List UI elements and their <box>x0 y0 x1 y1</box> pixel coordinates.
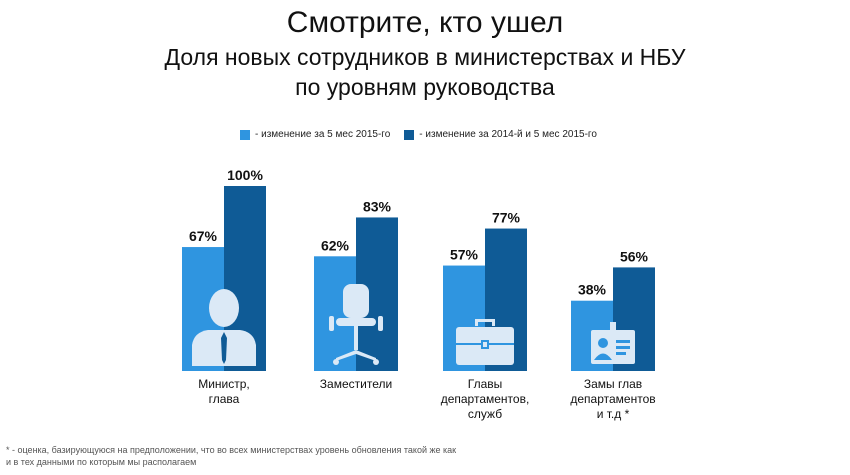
data-label-series2-cat2: 83% <box>363 198 392 214</box>
data-label-series2-cat3: 77% <box>492 210 521 226</box>
legend-label-2014-and-5-months: - изменение за 2014-й и 5 мес 2015-го <box>419 129 597 140</box>
legend-swatch-dark <box>404 129 415 140</box>
legend-label-5-months: - изменение за 5 мес 2015-го <box>255 129 391 140</box>
data-label-series1-cat3: 57% <box>450 247 479 263</box>
badge-clip <box>610 322 616 332</box>
id-badge-icon <box>591 322 635 364</box>
category-label-minister: Министр, глава <box>198 377 250 406</box>
person-head <box>209 289 239 327</box>
footnote: * - оценка, базирующуюся на предположени… <box>6 444 456 468</box>
chair-wheel-left <box>333 359 339 365</box>
chair-wheel-right <box>373 359 379 365</box>
data-label-series2-cat1: 100% <box>227 167 263 183</box>
category-label-deputy-department-heads: Замы глав департаментов и т.д * <box>570 377 656 421</box>
chair-arm-left <box>329 316 334 331</box>
chart-title: Смотрите, кто ушел <box>286 6 564 39</box>
person-tie <box>221 332 227 364</box>
legend: - изменение за 5 мес 2015-го - изменение… <box>240 129 597 140</box>
footnote-line1: * - оценка, базирующуюся на предположени… <box>6 445 457 455</box>
legend-swatch-light <box>240 129 250 140</box>
badge-line3 <box>616 352 626 355</box>
briefcase-icon <box>456 319 514 365</box>
legend-item-5-months: - изменение за 5 мес 2015-го <box>240 129 390 140</box>
person-icon <box>192 289 256 366</box>
badge-photo-head <box>598 338 608 348</box>
chair-seat <box>336 318 376 326</box>
office-chair-icon <box>329 284 383 365</box>
chair-back <box>343 284 369 318</box>
briefcase-handle <box>475 319 495 326</box>
chair-arm-right <box>378 316 383 331</box>
data-label-series1-cat2: 62% <box>321 237 350 253</box>
footnote-line2: и в тех данными по которым мы располагае… <box>6 457 197 467</box>
data-label-series1-cat1: 67% <box>189 228 218 244</box>
badge-line1 <box>616 340 630 343</box>
chair-stem <box>354 326 358 350</box>
chart-subtitle-line1: Доля новых сотрудников в министерствах и… <box>164 44 686 70</box>
data-label-series1-cat4: 38% <box>578 282 607 298</box>
briefcase-lock-inner <box>483 342 487 347</box>
chart-subtitle-line2: по уровням руководства <box>295 74 555 100</box>
chair-base <box>336 350 376 361</box>
category-label-department-heads: Главы департаментов, служб <box>440 377 530 421</box>
badge-photo-body <box>594 353 612 360</box>
data-label-series2-cat4: 56% <box>620 248 649 264</box>
legend-item-2014-and-5-months: - изменение за 2014-й и 5 мес 2015-го <box>404 129 597 140</box>
badge-line2 <box>616 346 630 349</box>
category-label-deputies: Заместители <box>319 377 393 391</box>
